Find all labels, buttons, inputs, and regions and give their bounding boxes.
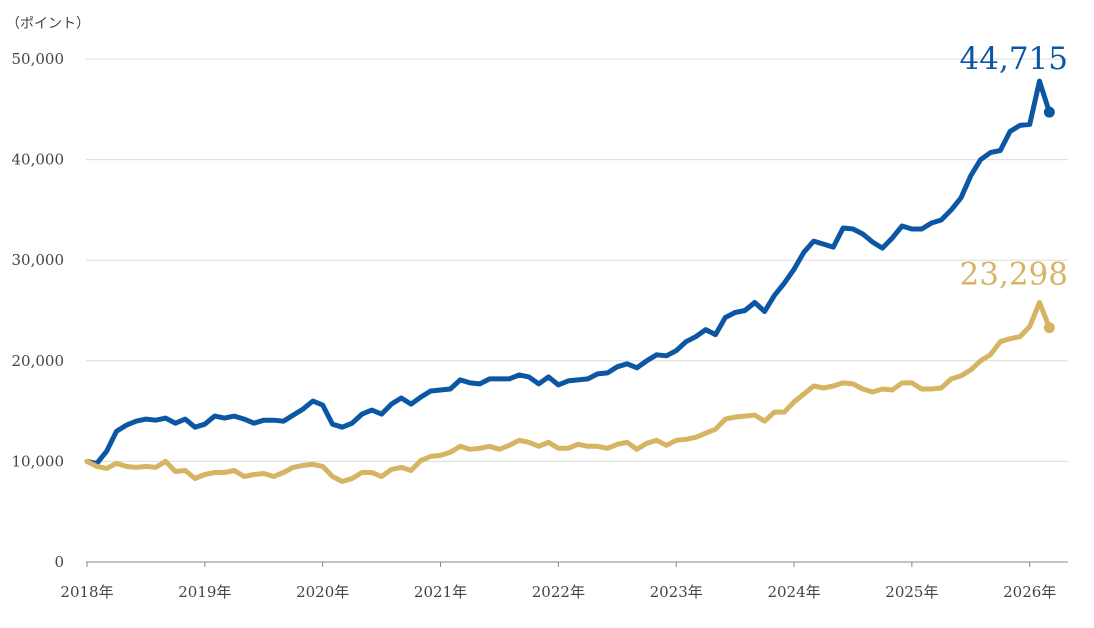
x-tick-label: 2025年 bbox=[885, 583, 938, 601]
series-end-marker bbox=[1043, 322, 1055, 334]
x-tick-label: 2026年 bbox=[1003, 583, 1056, 601]
y-tick-label: 30,000 bbox=[12, 251, 65, 269]
x-tick-label: 2019年 bbox=[178, 583, 231, 601]
gridlines bbox=[86, 58, 1068, 563]
y-tick-label: 40,000 bbox=[12, 151, 65, 169]
x-tick-label: 2024年 bbox=[767, 583, 820, 601]
y-tick-label: 10,000 bbox=[12, 452, 65, 470]
series-end-value-label: 23,298 bbox=[960, 257, 1068, 293]
x-tick-label: 2022年 bbox=[532, 583, 585, 601]
x-tick-label: 2023年 bbox=[650, 583, 703, 601]
x-tick-label: 2021年 bbox=[414, 583, 467, 601]
x-tick-label: 2018年 bbox=[60, 583, 113, 601]
y-tick-label: 20,000 bbox=[12, 352, 65, 370]
y-axis-ticks: 0 10,000 20,000 30,000 40,000 50,000 bbox=[12, 50, 65, 571]
x-tick-label: 2020年 bbox=[296, 583, 349, 601]
series-end-value-label: 44,715 bbox=[960, 41, 1068, 77]
series-line bbox=[84, 78, 1052, 466]
series-line bbox=[84, 300, 1052, 484]
y-tick-label: 50,000 bbox=[12, 50, 65, 68]
series-lines: 44,715 23,298 bbox=[84, 41, 1068, 484]
y-axis-unit-label: （ポイント） bbox=[6, 16, 90, 32]
y-tick-label: 0 bbox=[54, 553, 64, 571]
series-end-marker bbox=[1043, 106, 1055, 118]
x-axis-ticks: 2018年 2019年 2020年 2021年 2022年 2023年 2024年 2025年… bbox=[60, 562, 1056, 601]
